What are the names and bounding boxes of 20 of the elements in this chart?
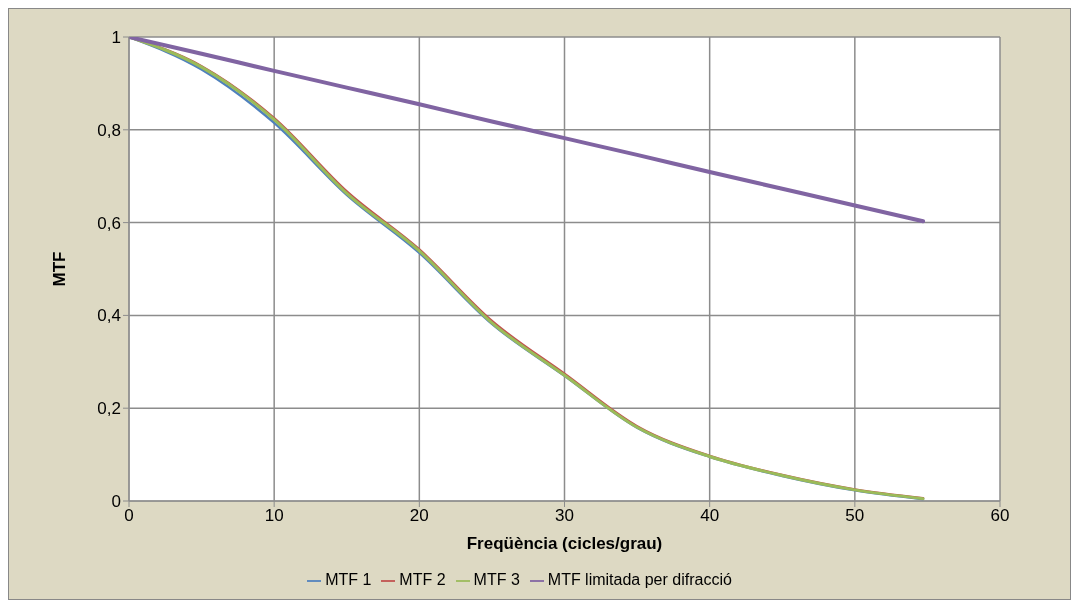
- legend-label: MTF 2: [399, 571, 446, 588]
- x-tick-label: 0: [124, 506, 134, 526]
- x-axis-title: Freqüència (cicles/grau): [466, 534, 663, 553]
- y-tick-label: 0,6: [97, 213, 121, 233]
- x-tick-label: 50: [845, 506, 865, 526]
- y-tick-label: 0: [111, 492, 121, 512]
- y-tick-label: 0,8: [97, 120, 121, 140]
- y-axis-title: MTF: [50, 251, 70, 287]
- y-tick-label: 1: [111, 28, 121, 48]
- x-tick-label: 20: [409, 506, 429, 526]
- y-tick-label: 0,2: [97, 399, 121, 419]
- x-tick-label: 10: [264, 506, 284, 526]
- x-tick-label: 30: [555, 506, 574, 526]
- legend-label: MTF 1: [325, 571, 372, 588]
- x-tick-label: 40: [700, 506, 720, 526]
- x-tick-label: 60: [990, 506, 1010, 526]
- legend-label: MTF 3: [473, 571, 520, 588]
- legend-label: MTF limitada per difracció: [547, 571, 732, 588]
- y-tick-label: 0,4: [97, 306, 121, 326]
- line-series: [129, 37, 926, 224]
